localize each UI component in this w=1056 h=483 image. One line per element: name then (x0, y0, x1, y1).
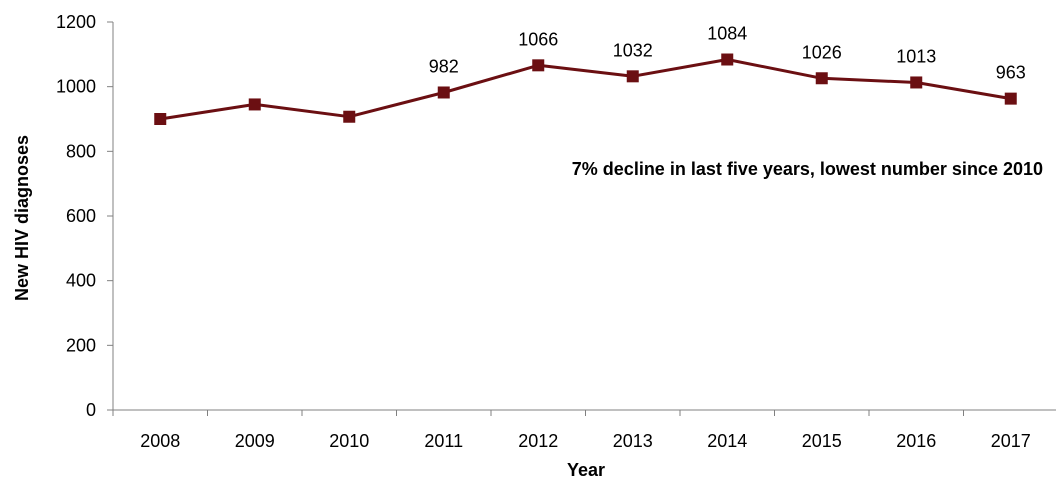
data-point-marker (154, 113, 166, 125)
data-label: 1066 (518, 29, 558, 49)
annotation-text: 7% decline in last five years, lowest nu… (572, 159, 1043, 179)
data-label: 1026 (802, 42, 842, 62)
y-tick-label: 1200 (56, 12, 96, 32)
x-tick-label: 2017 (991, 431, 1031, 451)
data-point-marker (816, 72, 828, 84)
y-tick-label: 1000 (56, 77, 96, 97)
y-tick-label: 400 (66, 271, 96, 291)
x-tick-label: 2010 (329, 431, 369, 451)
x-tick-label: 2015 (802, 431, 842, 451)
data-labels: 982 1066 1032 1084 1026 1013 963 (429, 24, 1026, 83)
data-point-marker (910, 76, 922, 88)
x-tick-label: 2016 (896, 431, 936, 451)
data-point-marker (249, 98, 261, 110)
data-point-marker (438, 86, 450, 98)
data-point-marker (343, 111, 355, 123)
x-tick-label: 2011 (424, 431, 463, 451)
x-tick-label: 2014 (707, 431, 747, 451)
data-point-marker (532, 59, 544, 71)
data-point-marker (627, 70, 639, 82)
data-point-marker (1005, 93, 1017, 105)
data-point-marker (721, 54, 733, 66)
data-label: 982 (429, 56, 459, 76)
y-axis-title: New HIV diagnoses (12, 135, 32, 301)
x-tick-label: 2009 (235, 431, 275, 451)
y-tick-label: 200 (66, 335, 96, 355)
x-tick-label: 2008 (140, 431, 180, 451)
y-tick-label: 0 (86, 400, 96, 420)
x-axis: 2008 2009 2010 2011 2012 2013 2014 2015 2016 2017 (113, 410, 1056, 451)
data-label: 1084 (707, 24, 747, 44)
data-label: 1032 (613, 40, 653, 60)
y-axis: 0 200 400 600 800 1000 1200 (56, 12, 113, 420)
y-tick-label: 600 (66, 206, 96, 226)
data-label: 1013 (896, 46, 936, 66)
y-tick-label: 800 (66, 141, 96, 161)
series-group (154, 54, 1017, 125)
x-axis-title: Year (567, 460, 605, 480)
series-line (160, 60, 1011, 120)
x-tick-label: 2013 (613, 431, 653, 451)
x-tick-label: 2012 (518, 431, 558, 451)
data-label: 963 (996, 63, 1026, 83)
